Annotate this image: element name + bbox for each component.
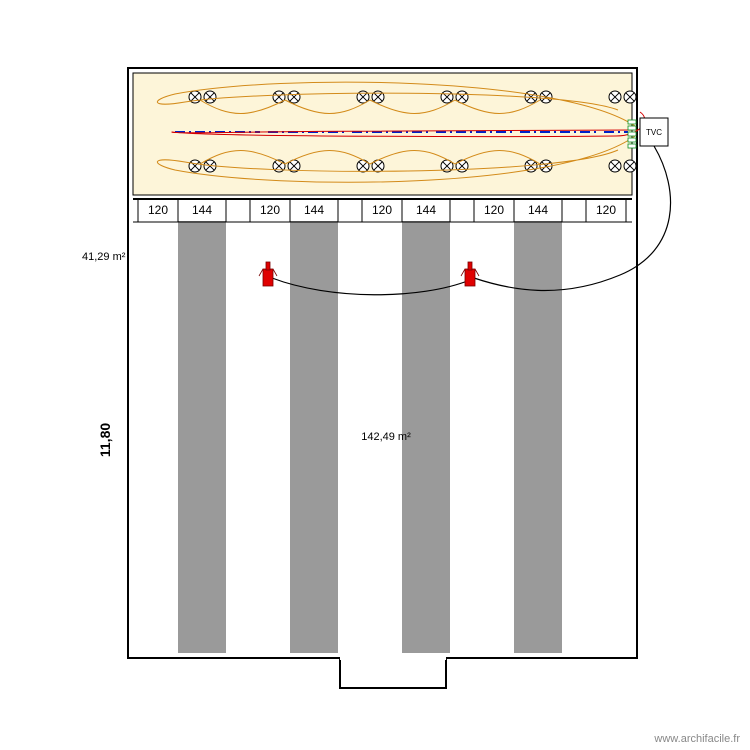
column-labels: 120 144 120 144 120 144 120 144 120 — [148, 203, 616, 217]
dimension-label: 11,80 — [97, 423, 113, 457]
credit-text: www.archifacile.fr — [653, 733, 740, 745]
bottom-area-label: 142,49 m² — [361, 431, 411, 443]
svg-text:144: 144 — [192, 203, 212, 217]
svg-text:120: 120 — [596, 203, 616, 217]
svg-text:144: 144 — [528, 203, 548, 217]
tvc-box: TVC — [640, 118, 668, 146]
tvc-label: TVC — [646, 128, 662, 137]
bottom-notch — [340, 656, 446, 688]
svg-text:120: 120 — [260, 203, 280, 217]
svg-text:120: 120 — [372, 203, 392, 217]
top-area-label: 41,29 m² — [82, 251, 126, 263]
svg-text:120: 120 — [148, 203, 168, 217]
svg-text:144: 144 — [304, 203, 324, 217]
svg-text:120: 120 — [484, 203, 504, 217]
svg-text:144: 144 — [416, 203, 436, 217]
green-terminals — [628, 120, 636, 148]
